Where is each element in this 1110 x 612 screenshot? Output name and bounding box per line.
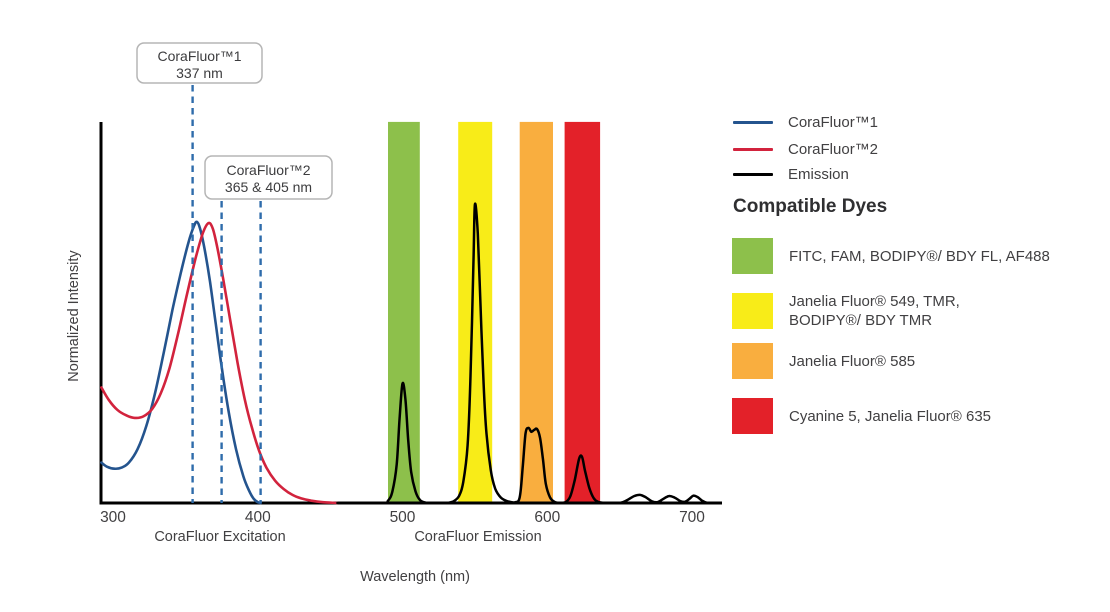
dye-label-line: Janelia Fluor® 549, TMR,	[789, 293, 960, 310]
legend-label: CoraFluor™1	[788, 113, 879, 131]
dye-label: Janelia Fluor® 549, TMR, BODIPY®/ BDY TM…	[789, 292, 960, 330]
callout-title: CoraFluor™2	[226, 162, 310, 178]
legend-item-corafluor2: CoraFluor™2	[733, 140, 878, 158]
legend-label: Emission	[788, 165, 849, 183]
legend-label: CoraFluor™2	[788, 140, 879, 158]
dye-label-line: Janelia Fluor® 585	[789, 352, 916, 370]
legend-item-emission: Emission	[733, 165, 849, 183]
legend-panel: CoraFluor™1 CoraFluor™2 Emission Compati…	[730, 0, 1110, 612]
y-axis-title: Normalized Intensity	[66, 250, 82, 382]
spectra-chart: 300 400 500 600 700 CoraFluor™1 337 nm CoraF…	[66, 42, 722, 585]
green-filter-band	[388, 121, 420, 504]
x-tick-labels: 300 400 500 600 700	[100, 509, 705, 526]
red-filter-band	[564, 121, 601, 504]
dye-label-line: FITC, FAM, BODIPY®/ BDY FL, AF488	[789, 247, 1050, 265]
dye-item-orange: Janelia Fluor® 585	[732, 343, 915, 379]
x-tick-label-300: 300	[100, 509, 126, 526]
dye-label-line: Cyanine 5, Janelia Fluor® 635	[789, 407, 992, 425]
dye-item-green: FITC, FAM, BODIPY®/ BDY FL, AF488	[732, 238, 1050, 274]
filter-bands	[388, 121, 601, 504]
callout-corafluor1: CoraFluor™1 337 nm	[136, 42, 263, 84]
red-dye-swatch	[732, 398, 773, 434]
dye-label-line: BODIPY®/ BDY TMR	[789, 312, 933, 329]
callout-box	[136, 42, 263, 84]
callout-box	[204, 155, 333, 200]
callout-corafluor2: CoraFluor™2 365 & 405 nm	[204, 155, 333, 200]
dye-label: Cyanine 5, Janelia Fluor® 635	[789, 407, 991, 426]
dye-label: FITC, FAM, BODIPY®/ BDY FL, AF488	[789, 247, 1050, 266]
spectra-curves	[100, 202, 721, 505]
excitation-marker-lines	[191, 85, 262, 503]
callout-value: 365 & 405 nm	[225, 179, 312, 195]
callout-title: CoraFluor™1	[157, 48, 241, 64]
dye-label: Janelia Fluor® 585	[789, 352, 915, 371]
emission-line-swatch	[733, 172, 773, 176]
legend-item-corafluor1: CoraFluor™1	[733, 113, 878, 131]
corafluor1-excitation-curve	[100, 220, 262, 505]
dye-item-yellow: Janelia Fluor® 549, TMR, BODIPY®/ BDY TM…	[732, 292, 960, 330]
x-tick-label-500: 500	[390, 509, 416, 526]
emission-axis-label: CoraFluor Emission	[414, 529, 541, 545]
x-tick-label-400: 400	[245, 509, 271, 526]
x-axis-title: Wavelength (nm)	[360, 569, 470, 585]
dye-item-red: Cyanine 5, Janelia Fluor® 635	[732, 398, 991, 434]
corafluor2-line-swatch	[733, 147, 773, 151]
callout-value: 337 nm	[176, 65, 223, 81]
x-tick-label-700: 700	[679, 509, 705, 526]
corafluor2-excitation-curve	[100, 221, 339, 505]
emission-curve	[336, 202, 721, 505]
green-dye-swatch	[732, 238, 773, 274]
orange-dye-swatch	[732, 343, 773, 379]
corafluor1-line-swatch	[733, 120, 773, 124]
x-tick-label-600: 600	[534, 509, 560, 526]
yellow-dye-swatch	[732, 293, 773, 329]
excitation-axis-label: CoraFluor Excitation	[154, 529, 285, 545]
compatible-dyes-heading: Compatible Dyes	[733, 196, 888, 217]
